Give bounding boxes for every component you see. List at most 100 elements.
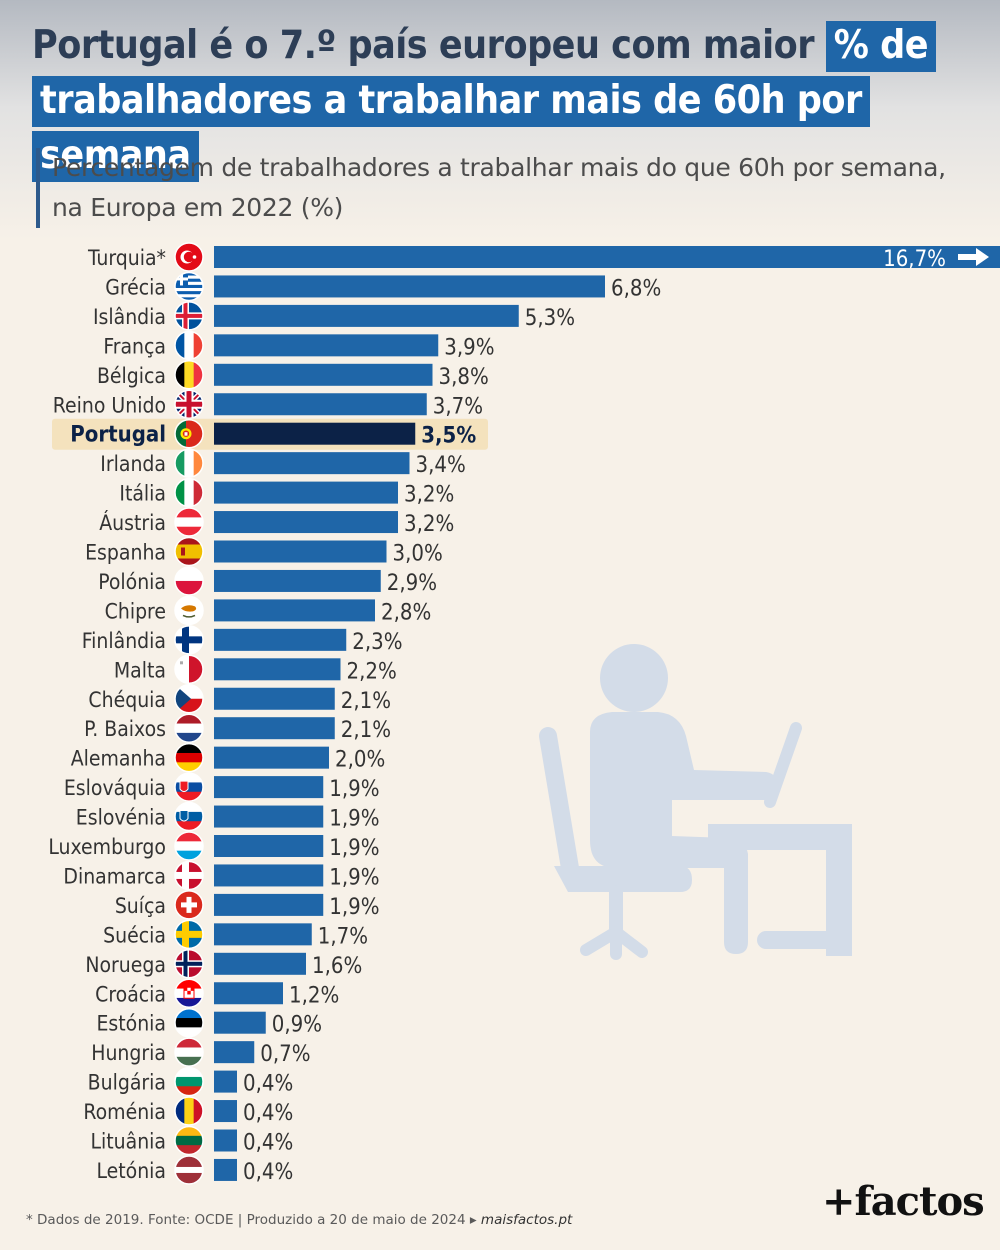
ireland-flag-icon [174,448,204,478]
latvia-flag-icon [174,1155,204,1185]
bar [214,835,324,857]
chart-subtitle: Percentagem de trabalhadores a trabalhar… [36,148,952,228]
category-label: Grécia [105,275,166,299]
bar [214,481,398,504]
turkey-flag-icon [174,242,204,272]
value-label: 6,8% [611,276,661,301]
bar [214,599,375,622]
category-label: Polónia [98,570,166,594]
category-label: Eslovénia [76,806,166,830]
value-label: 0,4% [243,1101,293,1126]
value-label: 2,2% [347,659,397,684]
footnote: * Dados de 2019. Fonte: OCDE | Produzido… [26,1212,572,1228]
netherlands-flag-icon [174,713,204,743]
value-label: 0,4% [243,1131,293,1156]
category-label: Lituânia [90,1130,166,1154]
value-label: 0,4% [243,1160,293,1185]
belgium-flag-icon [174,360,204,390]
italy-flag-icon [174,477,204,508]
category-label: Croácia [95,982,166,1006]
greece-flag-icon [174,271,204,302]
value-label: 1,9% [329,895,379,920]
category-label: Dinamarca [63,864,166,888]
value-label: 1,9% [329,865,379,890]
brand-logo: +factos [822,1178,985,1225]
spain-flag-icon [174,536,204,567]
austria-flag-icon [174,507,204,537]
value-label: 1,7% [318,924,368,949]
value-label: 0,4% [243,1072,293,1097]
category-label: Hungria [91,1041,166,1065]
value-label: 3,0% [393,542,443,567]
bar [214,1129,237,1152]
bar [214,246,1000,268]
value-label: 2,0% [335,748,385,773]
bar [214,1041,255,1064]
value-label: 2,8% [381,600,431,625]
value-label: 1,9% [329,836,379,861]
category-label: França [103,334,166,358]
cyprus-flag-icon [174,595,204,626]
luxembourg-flag-icon [174,831,204,861]
bar [214,334,439,357]
bar [214,540,387,563]
sweden-flag-icon [174,919,204,950]
bar [214,1070,237,1093]
czechia-flag-icon [174,684,204,714]
category-label: Noruega [85,953,166,977]
norway-flag-icon [174,949,204,979]
category-label: Reino Unido [53,393,166,417]
value-label: 2,1% [341,689,391,714]
bar [214,923,312,946]
lithuania-flag-icon [174,1125,204,1156]
category-label: Suíça [115,894,166,918]
value-label: 1,2% [289,983,339,1008]
category-label: Suécia [103,923,166,947]
category-label: Turquia* [87,246,166,270]
poland-flag-icon [174,566,204,596]
slovenia-flag-icon [174,801,204,832]
category-label: Letónia [96,1159,166,1183]
value-label: 3,2% [404,512,454,537]
bar [214,275,605,298]
value-label: 2,1% [341,718,391,743]
person-at-desk-icon [539,644,852,960]
source-link[interactable]: maisfactos.pt [480,1212,573,1228]
bar [214,893,324,916]
estonia-flag-icon [174,1007,204,1038]
bar [214,864,324,887]
bar [214,687,335,710]
value-label: 0,9% [272,1013,322,1038]
value-label: 3,2% [404,483,454,508]
footnote-text: * Dados de 2019. Fonte: OCDE | Produzido… [26,1212,481,1228]
value-label: 1,6% [312,954,362,979]
category-label: Roménia [83,1100,166,1124]
category-label: Finlândia [82,629,166,653]
value-label: 3,7% [433,394,483,419]
title-plain: Portugal é o 7.º país europeu com maior [32,23,826,68]
bar [214,1100,237,1123]
bar [214,746,329,769]
category-label: Portugal [70,423,166,448]
bar [214,422,416,445]
category-label: Bélgica [97,364,166,388]
value-label: 3,9% [444,335,494,360]
category-label: P. Baixos [84,717,166,741]
switzerland-flag-icon [174,890,204,920]
value-label: 2,9% [387,571,437,596]
bar [214,982,283,1005]
category-label: Alemanha [71,747,166,771]
bar [214,1158,237,1181]
category-label: Malta [114,658,166,682]
bar [214,628,347,651]
category-label: Islândia [93,305,166,329]
bar [214,569,381,592]
malta-flag-icon [174,654,204,685]
denmark-flag-icon [174,860,204,891]
bar [214,304,519,327]
slovakia-flag-icon [174,772,204,802]
value-label: 0,7% [260,1042,310,1067]
category-label: Estónia [96,1012,166,1036]
value-label: 3,5% [421,424,476,449]
iceland-flag-icon [174,301,204,331]
